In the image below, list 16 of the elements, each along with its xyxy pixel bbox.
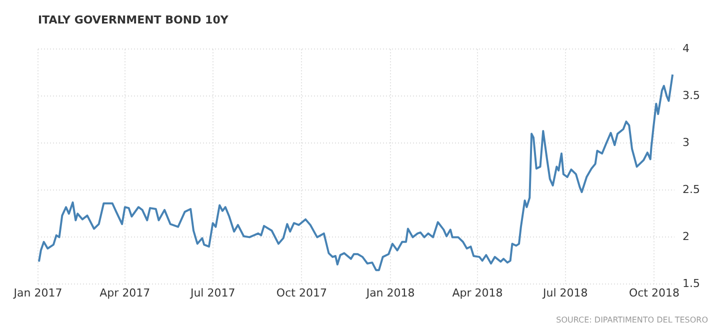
x-tick-label: Apr 2018 [452,286,503,300]
source-note: SOURCE: DIPARTIMENTO DEL TESORO [556,315,708,324]
chart-title: ITALY GOVERNMENT BOND 10Y [38,13,230,26]
y-tick-label: 2 [682,230,690,244]
y-tick-label: 2.5 [682,183,700,196]
x-tick-label: Jan 2018 [365,286,415,300]
x-tick-label: Apr 2017 [100,286,150,300]
y-tick-label: 1.5 [682,277,700,290]
x-tick-label: Jul 2018 [542,286,588,300]
y-tick-label: 3.5 [682,89,700,102]
x-tick-label: Jan 2017 [12,286,62,300]
y-tick-label: 4 [682,42,690,56]
x-tick-label: Jul 2017 [189,286,236,300]
x-tick-label: Oct 2017 [276,286,327,300]
x-tick-label: Oct 2018 [628,286,680,300]
y-tick-label: 3 [682,136,690,150]
